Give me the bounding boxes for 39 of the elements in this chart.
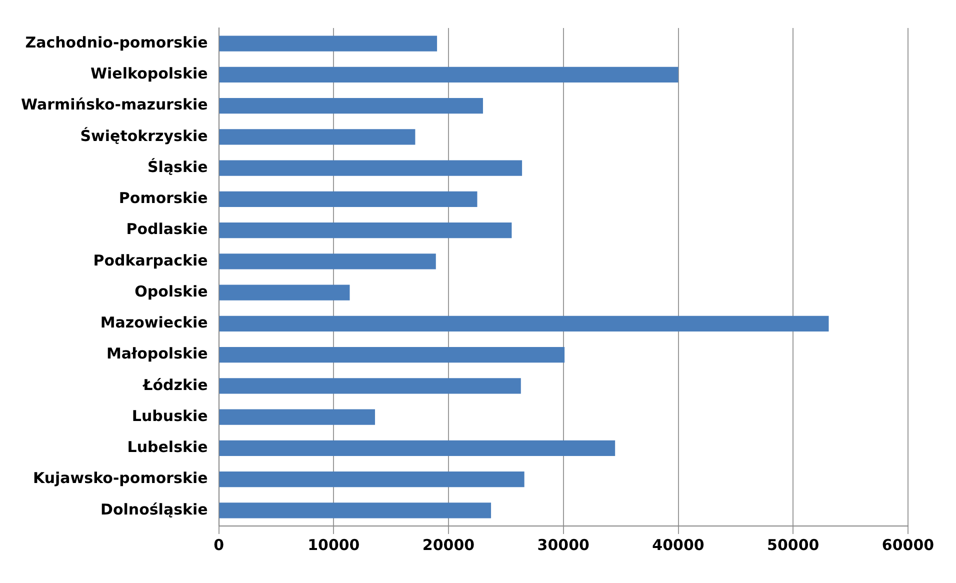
y-tick-label: Lubelskie	[127, 438, 208, 456]
x-tick-label: 0	[214, 536, 224, 554]
y-tick-label: Podkarpackie	[93, 251, 208, 270]
x-tick-label: 10000	[308, 536, 360, 554]
bar	[219, 160, 522, 176]
bar	[219, 502, 492, 518]
y-tick-label: Podlaskie	[126, 220, 208, 238]
y-tick-label: Mazowieckie	[100, 314, 208, 332]
y-tick-label: Świętokrzyskie	[80, 126, 208, 145]
y-tick-label: Pomorskie	[118, 189, 208, 208]
x-tick-label: 60000	[882, 536, 934, 554]
bar	[219, 440, 616, 456]
x-tick-label: 40000	[652, 536, 704, 554]
bar	[219, 129, 416, 145]
x-tick-label: 50000	[767, 536, 820, 554]
y-tick-label: Łódzkie	[142, 376, 208, 394]
bar	[219, 191, 478, 207]
bar	[219, 254, 436, 270]
x-tick-label: 20000	[422, 536, 475, 554]
y-tick-label: Małopolskie	[106, 344, 208, 363]
bar	[219, 347, 565, 363]
bar	[219, 409, 376, 425]
y-tick-label: Kujawsko-pomorskie	[32, 469, 208, 488]
bar	[219, 284, 350, 300]
bar	[219, 66, 678, 82]
bar	[219, 472, 524, 488]
y-tick-label: Wielkopolskie	[90, 64, 208, 83]
y-tick-label: Opolskie	[134, 282, 208, 300]
y-tick-label: Warmińsko-mazurskie	[20, 96, 208, 114]
y-tick-label: Zachodnio-pomorskie	[25, 33, 208, 52]
bar	[219, 222, 512, 238]
y-tick-label: Śląskie	[147, 158, 208, 176]
y-tick-label: Lubuskie	[132, 406, 208, 425]
x-tick-label: 30000	[537, 536, 590, 554]
bar	[219, 378, 521, 394]
y-tick-label: Dolnośląskie	[100, 500, 208, 518]
bar	[219, 316, 829, 332]
bar	[219, 36, 438, 52]
bar	[219, 98, 483, 114]
